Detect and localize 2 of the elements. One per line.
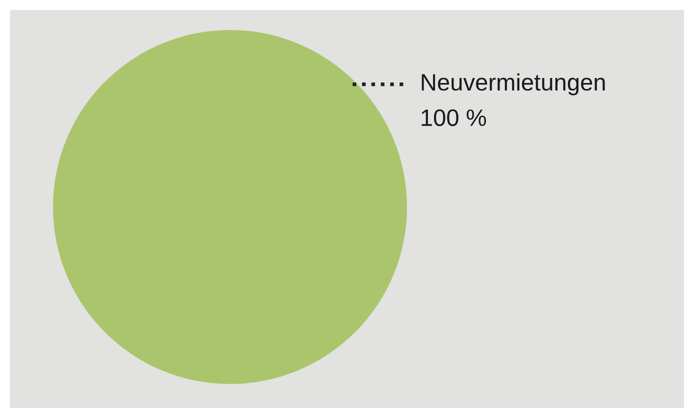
slice-label: Neuvermietungen bbox=[422, 73, 605, 96]
data-label: 100 % bbox=[422, 109, 486, 126]
